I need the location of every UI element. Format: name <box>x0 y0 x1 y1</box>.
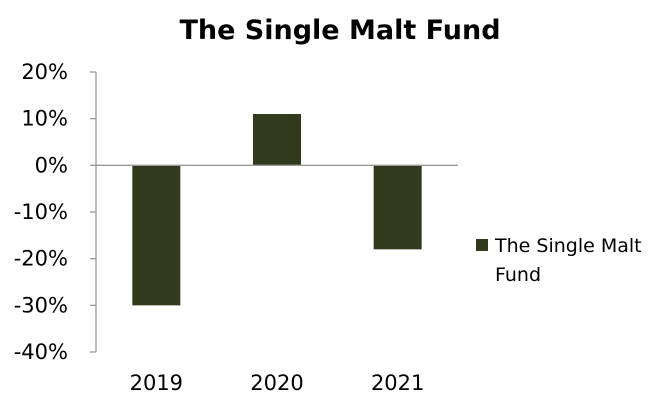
y-tick-label: 10% <box>21 107 68 131</box>
y-tick-label: -10% <box>14 200 68 224</box>
chart-title: The Single Malt Fund <box>179 15 500 46</box>
bar-2019 <box>132 165 181 306</box>
x-axis: 2019 2020 2021 <box>130 371 425 395</box>
legend: The Single Malt Fund <box>476 235 642 286</box>
legend-label-line-2: Fund <box>495 264 541 286</box>
x-tick-label: 2021 <box>371 371 424 395</box>
bar-2020 <box>253 114 301 166</box>
y-tick-label: -20% <box>14 247 68 271</box>
x-tick-label: 2019 <box>130 371 183 395</box>
y-tick-label: -40% <box>14 340 68 364</box>
legend-label-line-1: The Single Malt <box>494 235 642 257</box>
x-tick-label: 2020 <box>250 371 303 395</box>
bar-2021 <box>373 165 422 250</box>
bars <box>132 114 422 306</box>
y-tick-label: 20% <box>21 60 68 84</box>
y-tick-label: 0% <box>35 153 68 177</box>
y-axis: 20% 10% 0% -10% -20% -30% -40% <box>14 60 97 364</box>
y-tick-label: -30% <box>14 293 68 317</box>
legend-swatch <box>476 239 488 251</box>
